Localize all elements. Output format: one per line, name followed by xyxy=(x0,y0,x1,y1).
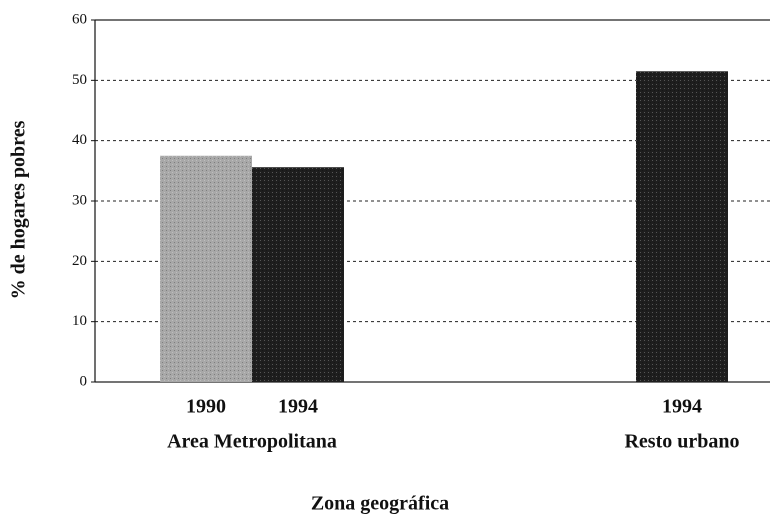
y-tick-label: 60 xyxy=(72,11,87,27)
x-axis-title: Zona geográfica xyxy=(311,493,449,515)
y-tick-label: 10 xyxy=(72,313,87,329)
bar-texture xyxy=(252,167,344,382)
y-tick-label: 20 xyxy=(72,253,87,269)
x-tick-label: Area Metropolitana xyxy=(167,431,337,453)
y-tick-label: 50 xyxy=(72,72,87,88)
bar-year-label: 1994 xyxy=(662,396,702,418)
bar-texture xyxy=(160,155,252,382)
bar-year-label: 1990 xyxy=(186,396,226,418)
y-tick-label: 30 xyxy=(72,192,87,208)
y-axis-title: % de hogares pobres xyxy=(8,120,30,299)
bar-year-label: 1994 xyxy=(278,396,318,418)
y-tick-label: 0 xyxy=(80,373,88,389)
y-tick-label: 40 xyxy=(72,132,87,148)
bar-texture xyxy=(636,71,728,383)
x-tick-label: Resto urbano xyxy=(624,431,739,453)
